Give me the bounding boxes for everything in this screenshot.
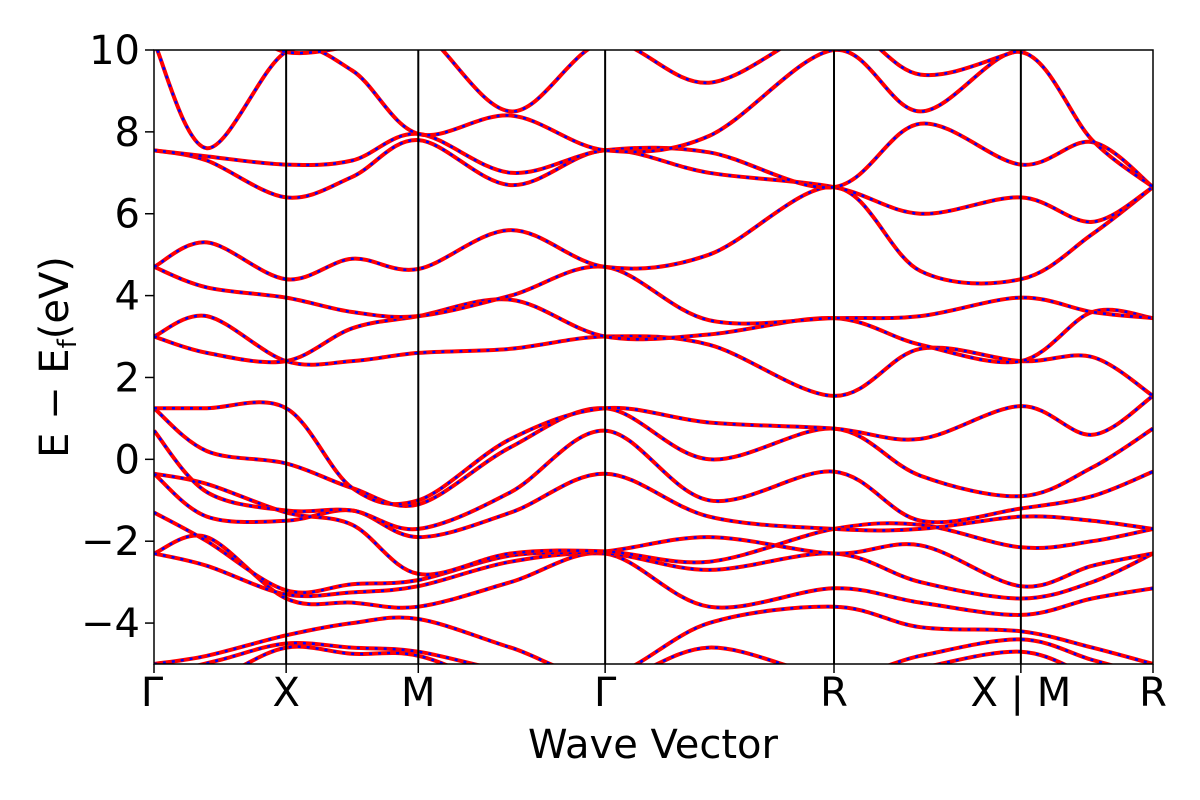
x-tick-label: M — [401, 670, 436, 716]
y-tick-label: −4 — [81, 601, 140, 647]
x-tick-label: X — [272, 670, 299, 716]
y-tick-label: 6 — [115, 192, 140, 238]
x-axis-title: Wave Vector — [528, 722, 779, 768]
band-line-dashed-12 — [154, 297, 1153, 364]
band-line-dashed-13 — [154, 265, 1153, 325]
band-line-13 — [154, 264, 1153, 326]
y-tick-label: 4 — [115, 274, 140, 320]
high-symmetry-lines — [285, 50, 1022, 664]
y-tick-label: 10 — [89, 28, 140, 74]
band-line-dashed-18 — [275, 50, 1026, 113]
x-tick-label: Γ — [594, 670, 617, 716]
band-line-4 — [154, 551, 1153, 601]
band-line-dashed-10 — [154, 394, 1153, 506]
x-axis-ticks: Γ X M Γ R X | M R — [141, 664, 1167, 716]
band-line-3 — [154, 533, 1153, 617]
y-axis-title: E − Ef(eV) — [32, 256, 83, 458]
band-line-7 — [154, 471, 1153, 540]
y-tick-label: 0 — [115, 437, 140, 483]
band-lines — [154, 50, 1153, 664]
y-axis-title-unit: (eV) — [32, 256, 78, 339]
band-line-14 — [154, 185, 1153, 286]
band-line-16 — [154, 121, 1153, 190]
band-line-12 — [154, 297, 1153, 365]
y-axis-title-main: E − E — [32, 348, 78, 458]
band-line-dashed-5 — [154, 511, 1153, 594]
band-line-dashed-7 — [154, 472, 1153, 539]
band-line-dashed-2 — [154, 605, 1153, 664]
band-line-18 — [274, 50, 1029, 114]
y-tick-label: −2 — [81, 519, 140, 565]
plot-frame — [153, 49, 1154, 665]
x-tick-label: X | M — [970, 670, 1071, 716]
band-line-dashed-16 — [154, 122, 1153, 189]
y-axis-ticks: −4 −2 0 2 4 6 8 10 — [81, 28, 154, 647]
y-axis-title-sub: f — [53, 338, 83, 348]
x-tick-label: Γ — [141, 670, 164, 716]
y-tick-label: 8 — [115, 110, 140, 156]
x-tick-label: R — [1139, 670, 1167, 716]
x-tick-label: R — [820, 670, 848, 716]
y-tick-label: 2 — [115, 355, 140, 401]
band-line-dashed-14 — [154, 185, 1153, 285]
band-line-dashed-0 — [243, 645, 1067, 664]
band-line-dashed-17 — [156, 50, 1153, 189]
band-line-dashed-6 — [154, 472, 1153, 576]
band-line-dashed-9 — [154, 406, 1153, 508]
band-line-1 — [195, 637, 1115, 664]
